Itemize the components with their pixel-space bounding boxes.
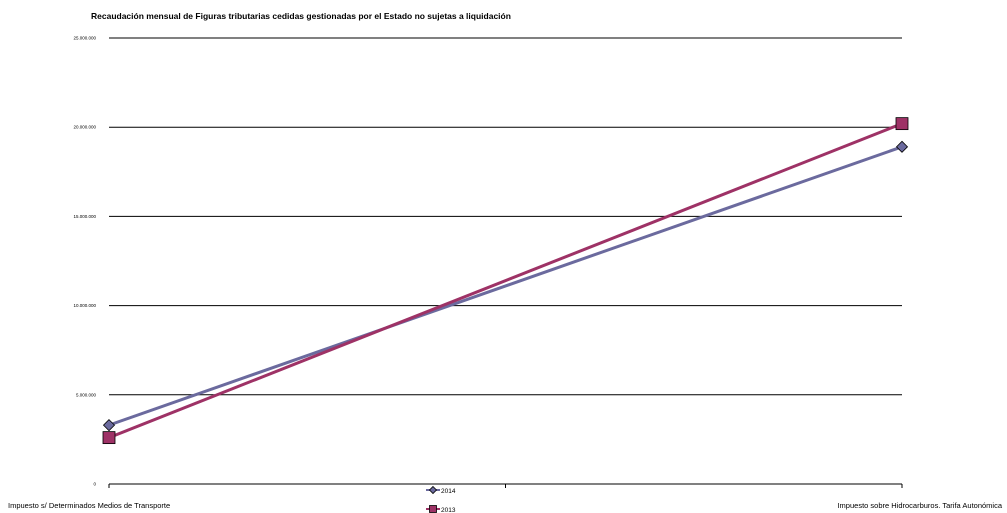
legend-item-2013[interactable]: 2013 xyxy=(426,505,456,513)
legend-label: 2014 xyxy=(441,488,456,495)
data-point-2014 xyxy=(895,140,909,153)
legend-marker-icon xyxy=(429,505,437,513)
data-point-2013 xyxy=(895,117,909,131)
y-tick-label: 10.000.000 xyxy=(73,303,96,308)
y-tick-label: 0 xyxy=(93,482,96,487)
legend[interactable]: 2014 2013 xyxy=(426,485,456,513)
y-tick-label: 5.000.000 xyxy=(76,392,97,397)
legend-label: 2013 xyxy=(441,507,456,513)
y-tick-label: 20.000.000 xyxy=(73,125,96,130)
y-tick-label: 25.000.000 xyxy=(73,36,96,41)
chart-title: Recaudación mensual de Figuras tributari… xyxy=(91,11,511,21)
series-lines xyxy=(102,117,909,445)
x-category-label: Impuesto sobre Hidrocarburos. Tarifa Aut… xyxy=(837,501,1002,510)
x-category-label: Impuesto s/ Determinados Medios de Trans… xyxy=(8,501,170,510)
x-axis: Impuesto s/ Determinados Medios de Trans… xyxy=(8,483,1003,510)
y-axis-tick-labels: 0 5.000.000 10.000.000 15.000.000 20.000.000… xyxy=(73,36,96,487)
y-tick-label: 15.000.000 xyxy=(73,214,96,219)
data-point-2014 xyxy=(102,419,116,432)
gridlines xyxy=(109,37,902,396)
data-point-2013 xyxy=(102,431,116,445)
series-line-2014 xyxy=(108,145,903,427)
legend-marker-icon xyxy=(428,485,438,495)
series-line-2013 xyxy=(108,122,903,440)
legend-item-2014[interactable]: 2014 xyxy=(426,485,456,496)
